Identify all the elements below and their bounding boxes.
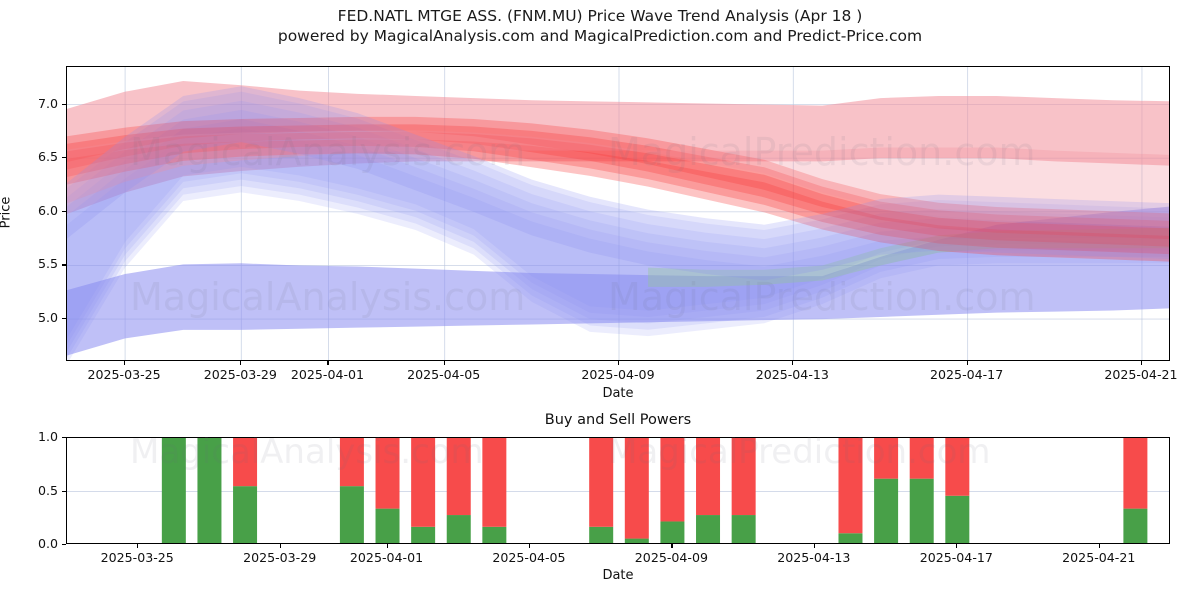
power-x-tick-mark <box>386 544 388 548</box>
buy-power-bar <box>589 526 614 543</box>
power-x-tick-label: 2025-04-09 <box>634 550 708 565</box>
power-x-tick-label: 2025-04-13 <box>777 550 851 565</box>
power-y-tick-mark <box>62 437 66 439</box>
price-x-tick-mark <box>618 361 620 365</box>
buy-power-bar <box>660 521 685 543</box>
buy-power-bar <box>838 533 863 543</box>
power-x-axis-label: Date <box>602 568 634 583</box>
price-x-tick-mark <box>327 361 329 365</box>
price-y-tick-label: 6.0 <box>37 202 58 218</box>
title-block: FED.NATL MTGE ASS. (FNM.MU) Price Wave T… <box>0 6 1200 46</box>
power-x-tick-label: 2025-04-01 <box>349 550 424 565</box>
sell-power-bar <box>874 438 899 479</box>
sell-power-bar <box>660 438 685 522</box>
sell-power-bar <box>696 438 721 516</box>
buy-power-bar <box>624 538 649 543</box>
sell-power-bar <box>731 438 756 516</box>
power-x-tick-mark <box>813 544 815 548</box>
price-y-tick-mark <box>62 318 66 320</box>
power-x-tick-mark <box>1098 544 1100 548</box>
power-y-tick-label: 0.5 <box>37 482 58 498</box>
power-x-tick-label: 2025-03-25 <box>100 550 174 565</box>
price-x-tick-mark <box>792 361 794 365</box>
sell-power-bar <box>411 438 436 527</box>
buy-power-bar <box>482 526 507 543</box>
buy-sell-powers-chart <box>66 437 1170 544</box>
power-x-tick-mark <box>137 544 139 548</box>
buy-power-bar <box>731 515 756 543</box>
sell-power-bar <box>339 438 364 487</box>
price-y-tick-label: 7.0 <box>37 95 58 111</box>
power-x-tick-mark <box>956 544 958 548</box>
price-x-tick-label: 2025-04-09 <box>581 367 655 382</box>
buy-power-bar <box>233 486 258 543</box>
price-x-tick-label: 2025-04-21 <box>1104 367 1178 382</box>
price-x-tick-label: 2025-04-13 <box>755 367 829 382</box>
power-y-tick-mark <box>62 544 66 546</box>
sell-power-bar <box>945 438 970 496</box>
price-x-tick-mark <box>966 361 968 365</box>
price-y-tick-mark <box>62 264 66 266</box>
buy-sell-powers-canvas <box>67 438 1169 543</box>
price-y-tick-mark <box>62 157 66 159</box>
buy-power-bar <box>945 495 970 543</box>
power-x-tick-label: 2025-03-29 <box>243 550 317 565</box>
price-x-tick-mark <box>240 361 242 365</box>
page-title: FED.NATL MTGE ASS. (FNM.MU) Price Wave T… <box>337 7 863 25</box>
buy-power-bar <box>375 508 400 543</box>
buy-power-bar <box>446 515 471 543</box>
power-chart-title: Buy and Sell Powers <box>544 412 692 428</box>
sell-power-bar <box>589 438 614 527</box>
power-x-tick-label: 2025-04-21 <box>1062 550 1136 565</box>
buy-power-bar <box>161 438 186 543</box>
price-y-tick-label: 6.5 <box>37 149 58 165</box>
page-subtitle: powered by MagicalAnalysis.com and Magic… <box>277 27 923 45</box>
sell-power-bar <box>446 438 471 516</box>
buy-power-bar <box>339 486 364 543</box>
buy-power-bar <box>411 526 436 543</box>
sell-power-bar <box>233 438 258 487</box>
sell-power-bar <box>482 438 507 527</box>
buy-power-bar <box>1123 508 1148 543</box>
buy-power-bar <box>909 478 934 543</box>
sell-power-bar <box>375 438 400 509</box>
sell-power-bar <box>909 438 934 479</box>
price-x-tick-mark <box>1140 361 1143 365</box>
price-x-tick-label: 2025-03-29 <box>203 367 277 382</box>
price-y-tick-mark <box>62 103 66 105</box>
power-y-tick-mark <box>62 490 66 492</box>
buy-power-bar <box>874 478 899 543</box>
power-y-tick-label: 1.0 <box>37 429 58 444</box>
power-y-tick-label: 0.0 <box>37 536 58 551</box>
power-x-tick-mark <box>279 544 281 548</box>
power-x-tick-mark <box>671 544 673 548</box>
price-x-tick-mark <box>443 361 445 365</box>
price-y-tick-mark <box>62 210 66 212</box>
power-x-tick-label: 2025-04-05 <box>492 550 566 565</box>
price-x-tick-label: 2025-04-01 <box>290 367 365 382</box>
power-x-tick-mark <box>528 544 531 548</box>
price-x-tick-label: 2025-04-05 <box>407 367 481 382</box>
price-y-tick-label: 5.0 <box>37 310 58 326</box>
power-x-tick-label: 2025-04-17 <box>919 550 993 565</box>
price-wave-chart <box>66 66 1170 361</box>
sell-power-bar <box>838 438 863 534</box>
price-x-tick-label: 2025-03-25 <box>87 367 161 382</box>
price-wave-canvas <box>67 67 1169 360</box>
price-x-axis-label: Date <box>602 386 634 401</box>
buy-power-bar <box>696 515 721 543</box>
price-x-tick-mark <box>124 361 126 365</box>
buy-power-bar <box>197 438 222 543</box>
sell-power-bar <box>624 438 649 539</box>
sell-power-bar <box>1123 438 1148 509</box>
price-x-tick-label: 2025-04-17 <box>930 367 1004 382</box>
price-y-tick-label: 5.5 <box>37 256 58 272</box>
